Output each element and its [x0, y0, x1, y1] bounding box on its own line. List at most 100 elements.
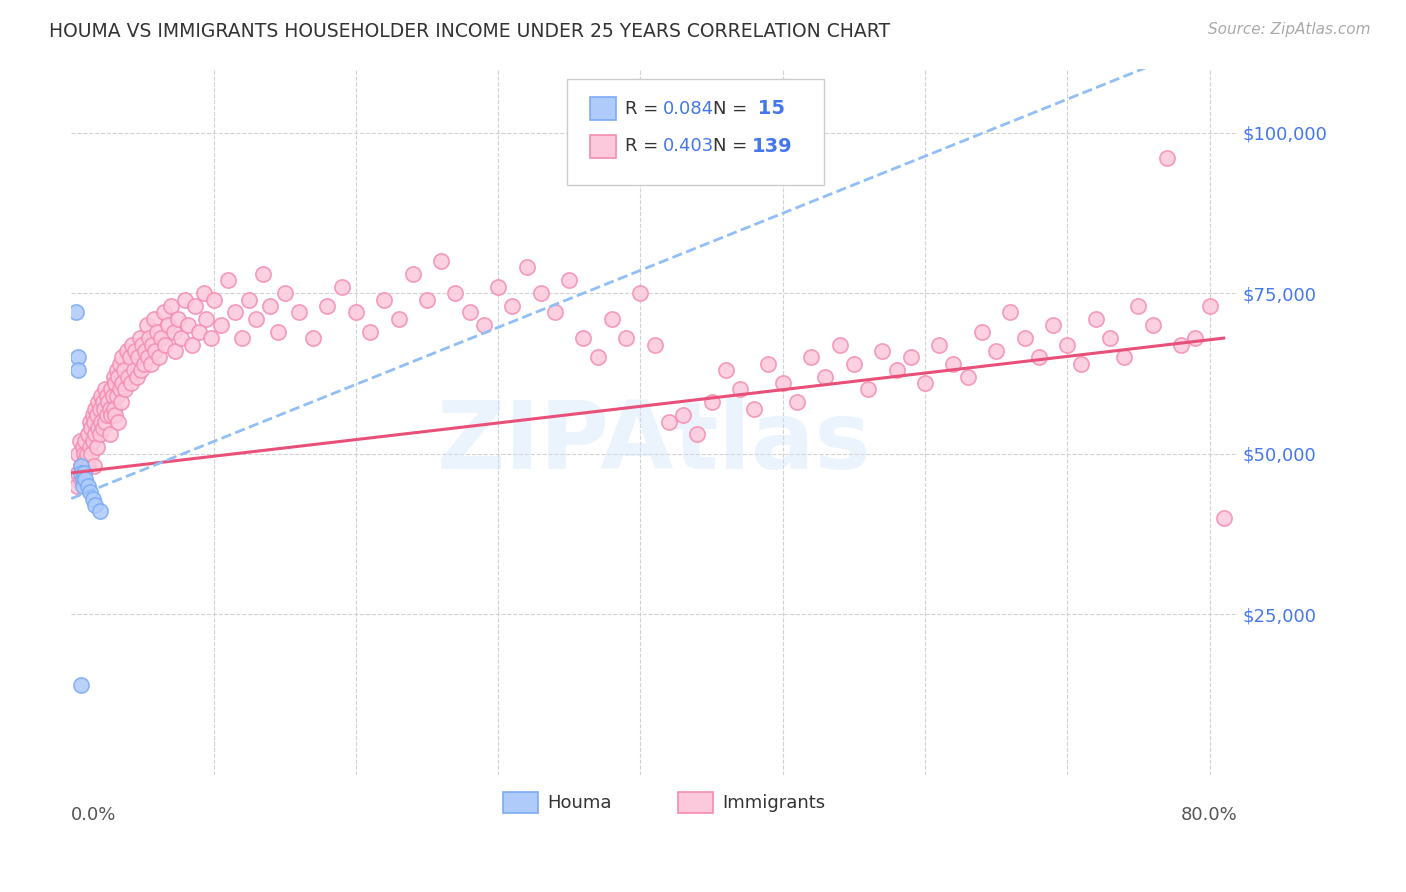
- Point: [177, 318, 200, 333]
- Point: [107, 369, 129, 384]
- Point: [758, 357, 780, 371]
- Point: [94, 415, 117, 429]
- Point: [98, 401, 121, 416]
- Point: [1042, 318, 1064, 333]
- Point: [152, 305, 174, 319]
- Point: [121, 337, 143, 351]
- Point: [108, 357, 131, 371]
- Point: [900, 351, 922, 365]
- FancyBboxPatch shape: [567, 79, 824, 185]
- Point: [72, 472, 94, 486]
- Point: [728, 383, 751, 397]
- Point: [86, 440, 108, 454]
- Point: [70, 472, 93, 486]
- Point: [104, 376, 127, 390]
- Point: [135, 318, 157, 333]
- Point: [772, 376, 794, 390]
- Point: [132, 357, 155, 371]
- Point: [984, 343, 1007, 358]
- Point: [69, 434, 91, 448]
- Point: [70, 459, 93, 474]
- Point: [145, 325, 167, 339]
- Text: HOUMA VS IMMIGRANTS HOUSEHOLDER INCOME UNDER 25 YEARS CORRELATION CHART: HOUMA VS IMMIGRANTS HOUSEHOLDER INCOME U…: [49, 22, 890, 41]
- Point: [217, 273, 239, 287]
- Text: N =: N =: [713, 100, 754, 118]
- FancyBboxPatch shape: [591, 135, 616, 158]
- Point: [111, 351, 134, 365]
- Point: [1000, 305, 1022, 319]
- Point: [1142, 318, 1164, 333]
- Point: [117, 369, 139, 384]
- Point: [430, 254, 453, 268]
- Point: [143, 343, 166, 358]
- Point: [105, 363, 128, 377]
- Point: [167, 311, 190, 326]
- Point: [136, 351, 159, 365]
- Point: [100, 383, 122, 397]
- Point: [67, 351, 90, 365]
- Point: [104, 408, 127, 422]
- Point: [72, 440, 94, 454]
- Point: [83, 459, 105, 474]
- Point: [530, 286, 553, 301]
- Point: [134, 343, 156, 358]
- Text: ZIPAtlas: ZIPAtlas: [437, 397, 872, 489]
- Point: [238, 293, 260, 307]
- Point: [1084, 311, 1107, 326]
- Point: [82, 408, 104, 422]
- Text: 0.403: 0.403: [662, 137, 714, 155]
- Point: [98, 427, 121, 442]
- Point: [77, 479, 100, 493]
- Point: [105, 389, 128, 403]
- Point: [742, 401, 765, 416]
- Point: [139, 357, 162, 371]
- Point: [842, 357, 865, 371]
- Point: [544, 305, 567, 319]
- Point: [80, 421, 103, 435]
- Point: [600, 311, 623, 326]
- Point: [80, 447, 103, 461]
- Point: [87, 421, 110, 435]
- Point: [672, 408, 695, 422]
- Point: [107, 415, 129, 429]
- Point: [72, 479, 94, 493]
- Point: [472, 318, 495, 333]
- Point: [714, 363, 737, 377]
- Point: [572, 331, 595, 345]
- Point: [886, 363, 908, 377]
- Text: Immigrants: Immigrants: [723, 794, 825, 812]
- Point: [686, 427, 709, 442]
- Point: [259, 299, 281, 313]
- Text: N =: N =: [713, 137, 754, 155]
- Point: [84, 401, 107, 416]
- Point: [100, 408, 122, 422]
- Text: R =: R =: [626, 137, 665, 155]
- Point: [1156, 152, 1178, 166]
- Point: [970, 325, 993, 339]
- Point: [108, 383, 131, 397]
- Point: [97, 395, 120, 409]
- Text: Source: ZipAtlas.com: Source: ZipAtlas.com: [1208, 22, 1371, 37]
- Point: [1056, 337, 1078, 351]
- FancyBboxPatch shape: [503, 792, 538, 814]
- Point: [115, 343, 138, 358]
- Point: [149, 331, 172, 345]
- Point: [131, 337, 153, 351]
- Text: 0.084: 0.084: [662, 100, 714, 118]
- Point: [122, 363, 145, 377]
- Point: [111, 376, 134, 390]
- Point: [127, 351, 149, 365]
- Point: [84, 427, 107, 442]
- Point: [928, 337, 950, 351]
- Point: [91, 395, 114, 409]
- Point: [1198, 299, 1220, 313]
- Point: [79, 485, 101, 500]
- Point: [165, 343, 187, 358]
- Point: [956, 369, 979, 384]
- Point: [83, 415, 105, 429]
- Point: [125, 369, 148, 384]
- Point: [330, 279, 353, 293]
- Point: [90, 415, 112, 429]
- Point: [1028, 351, 1050, 365]
- Point: [1114, 351, 1136, 365]
